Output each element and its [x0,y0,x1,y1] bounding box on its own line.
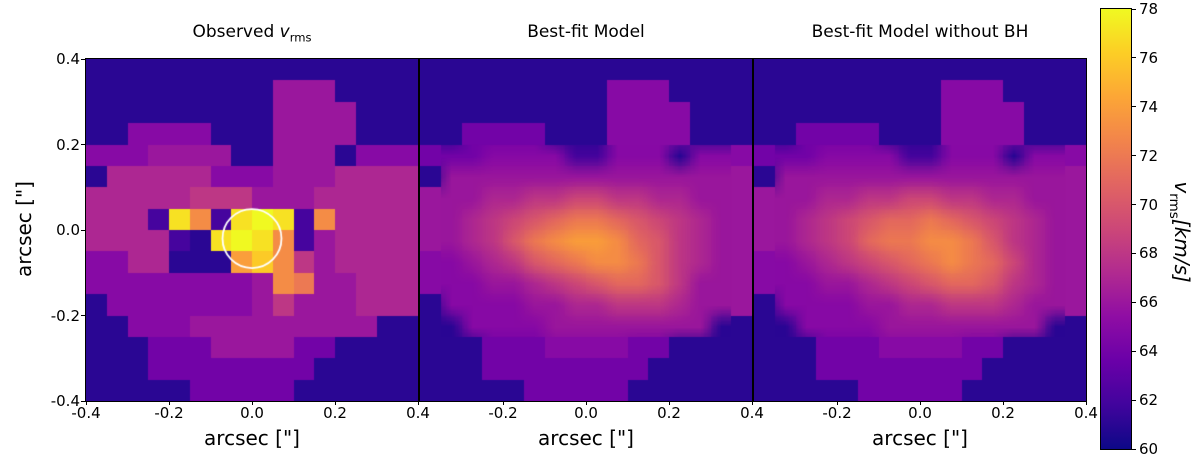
colorbar-tick [1132,301,1136,303]
x-tick [417,401,419,405]
x-tick-label: 0.4 [740,404,764,422]
x-tick-label: 0.2 [323,404,347,422]
x-tick [919,401,921,405]
x-tick-label: 0.2 [657,404,681,422]
colorbar-tick [1132,57,1136,59]
x-tick-label: 0.0 [574,404,598,422]
colorbar-tick-label: 60 [1139,440,1159,458]
colorbar-label-var: v [1170,181,1194,194]
x-tick [502,401,504,405]
x-axis-label-model-no-bh: arcsec ["] [872,426,968,450]
x-axis-label-model: arcsec ["] [538,426,634,450]
x-tick-label: 0.4 [406,404,430,422]
x-tick-label: 0.4 [1074,404,1098,422]
panel-observed [85,58,419,402]
colorbar-tick-label: 74 [1139,97,1159,116]
y-axis-label: arcsec ["] [12,181,36,277]
colorbar-tick-label: 62 [1139,391,1159,410]
x-axis-label-observed: arcsec ["] [204,426,300,450]
x-tick [1085,401,1087,405]
x-tick-label: 0.0 [908,404,932,422]
colorbar-tick [1132,106,1136,108]
colorbar-tick [1132,350,1136,352]
x-tick [168,401,170,405]
panel-best-fit-model [419,58,753,402]
colorbar-tick-label: 68 [1139,244,1159,263]
colorbar-tick-label: 70 [1139,195,1159,214]
y-tick-label: -0.4 [50,392,80,410]
colorbar-label-units: [km/s] [1170,218,1194,283]
colorbar-tick-label: 64 [1139,342,1159,361]
colorbar-tick [1132,448,1136,450]
heatmap-observed [86,59,418,401]
y-tick-label: 0.2 [56,135,80,154]
x-tick [1002,401,1004,405]
heatmap-best-fit-model-no-bh [754,59,1086,401]
x-tick [751,401,753,405]
y-tick [81,400,85,402]
x-tick [85,401,87,405]
colorbar-tick [1132,252,1136,254]
colorbar-tick [1132,155,1136,157]
colorbar-tick [1132,8,1136,10]
x-tick-label: -0.4 [71,404,101,422]
x-tick [668,401,670,405]
panel-title-model: Best-fit Model [527,22,645,42]
y-tick [81,315,85,316]
panel-best-fit-model-no-bh [753,58,1087,402]
x-tick-label: -0.2 [488,404,518,422]
colorbar-tick-label: 76 [1139,48,1159,67]
x-tick-label: -0.2 [154,404,184,422]
y-tick [81,144,85,145]
y-tick [81,229,85,231]
x-tick [585,401,587,405]
colorbar-tick [1132,204,1136,206]
x-tick-label: 0.2 [991,404,1015,422]
title-text: Observed [192,22,280,42]
panel-title-observed: Observed vrms [85,22,419,44]
title-math-var: v [279,22,290,42]
x-tick [836,401,838,405]
x-tick-label: 0.0 [240,404,264,422]
x-tick [334,401,336,405]
colorbar-tick [1132,399,1136,401]
x-tick [251,401,253,405]
y-tick [81,58,85,60]
colorbar-tick-label: 78 [1139,0,1159,18]
colorbar-label-sub: rms [1166,193,1182,219]
colorbar [1100,8,1132,450]
y-tick-label: 0.4 [56,50,80,68]
y-tick-label: -0.2 [50,306,80,325]
heatmap-best-fit-model [420,59,752,401]
colorbar-tick-label: 72 [1139,146,1159,165]
x-tick-label: -0.2 [822,404,852,422]
title-math-sub: rms [289,30,312,45]
y-tick-label: 0.0 [56,221,80,239]
colorbar-label: vrms[km/s] [1166,181,1194,282]
colorbar-tick-label: 66 [1139,293,1159,312]
panel-title-model-no-bh: Best-fit Model without BH [811,22,1029,42]
